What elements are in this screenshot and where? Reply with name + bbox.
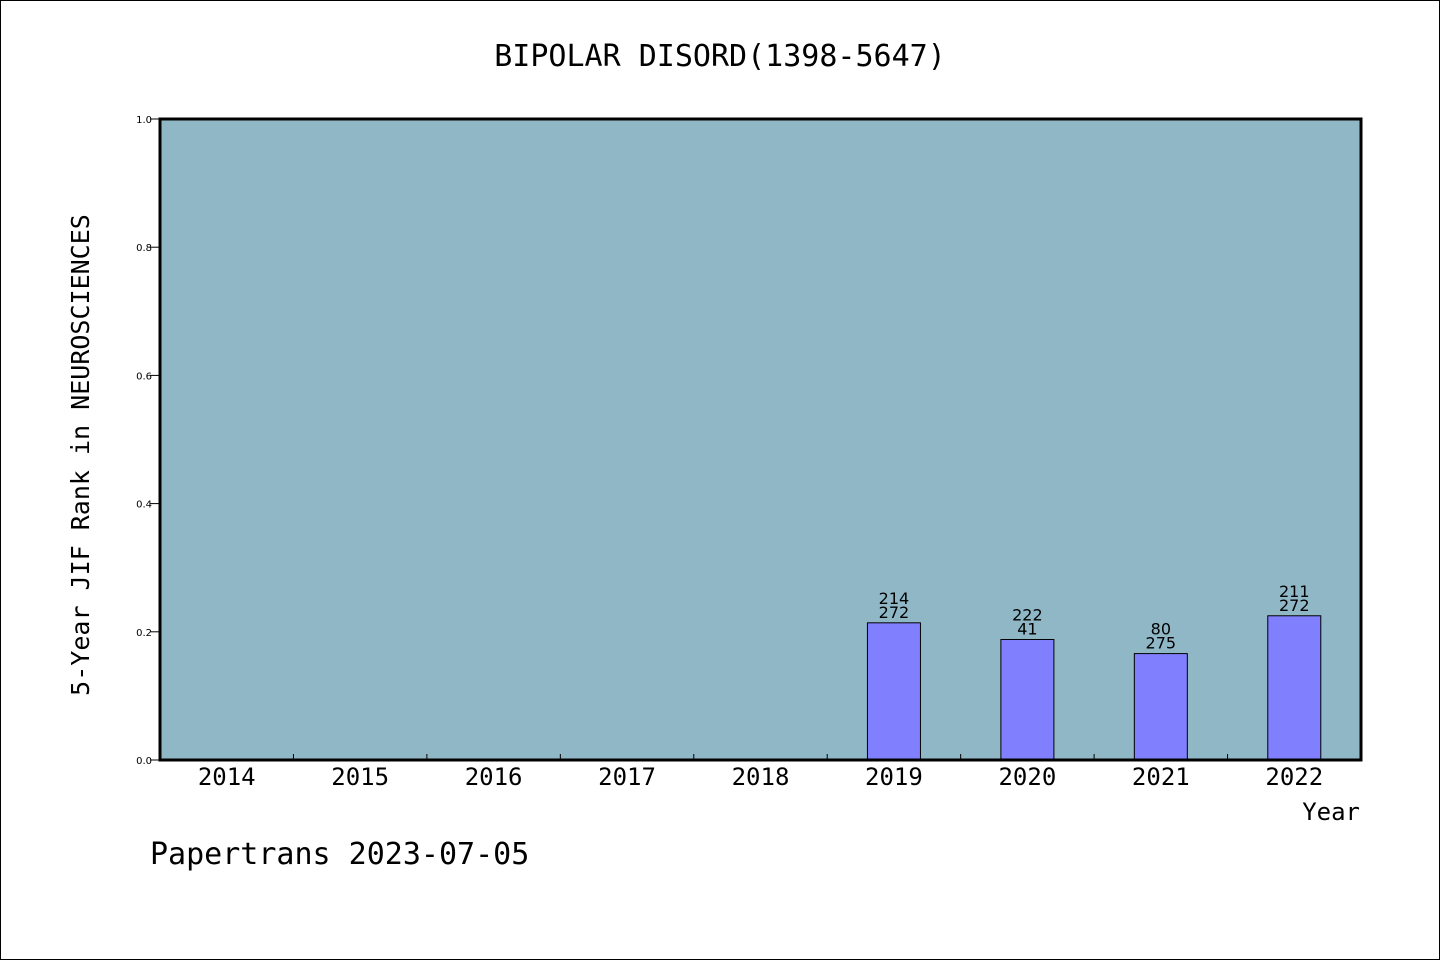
bar (866, 622, 921, 761)
x-tick-label: 2016 (465, 763, 523, 791)
x-tick-label: 2021 (1132, 763, 1190, 791)
bar-label-bottom: 272 (879, 603, 910, 622)
bar (1267, 615, 1322, 761)
footer-watermark: Papertrans 2023-07-05 (150, 837, 529, 872)
x-tick-label: 2019 (865, 763, 923, 791)
bar (1000, 638, 1055, 761)
x-tick-label: 2017 (598, 763, 656, 791)
bar-label-top: 211 (1279, 582, 1310, 601)
y-tick-label: 0.2 (136, 628, 152, 639)
x-tick-label: 2015 (331, 763, 389, 791)
y-tick-label: 0.4 (136, 500, 152, 511)
y-tick-label: 0.0 (136, 756, 152, 767)
bar-label-top: 214 (879, 589, 910, 608)
y-tick-label: 1.0 (136, 115, 152, 126)
x-tick-label: 2018 (732, 763, 790, 791)
x-tick-label: 2014 (198, 763, 256, 791)
plot-border (158, 117, 1363, 762)
y-axis-label: 5-Year JIF Rank in NEUROSCIENCES (66, 214, 95, 696)
bar-label-top: 80 (1151, 620, 1171, 639)
chart-title: BIPOLAR DISORD(1398-5647) (494, 39, 946, 74)
bar-label-bottom: 272 (1279, 596, 1310, 615)
y-tick-label: 0.6 (136, 371, 152, 382)
x-axis-label: Year (1302, 798, 1360, 826)
y-tick-label: 0.8 (136, 243, 152, 254)
bar (1133, 653, 1188, 761)
x-tick-label: 2022 (1265, 763, 1323, 791)
bar-label-bottom: 41 (1017, 619, 1037, 638)
bar-label-top: 222 (1012, 605, 1043, 624)
bar-label-bottom: 275 (1146, 634, 1177, 653)
x-tick-label: 2020 (998, 763, 1056, 791)
